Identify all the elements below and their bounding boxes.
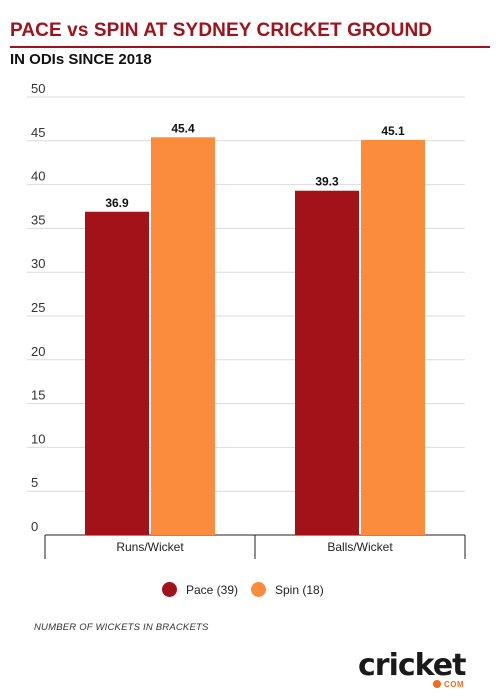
chart-subtitle: IN ODIs SINCE 2018 [10,51,152,68]
data-label: 36.9 [105,196,129,210]
bar [361,139,425,535]
y-tick-label: 20 [31,344,45,359]
y-tick-label: 5 [31,475,38,490]
cricket-com-logo: cricket COM [358,648,478,689]
title-divider [10,46,490,48]
bar [295,190,359,535]
y-tick-label: 40 [31,169,45,184]
y-tick-label: 35 [31,212,45,227]
y-tick-label: 50 [31,81,45,96]
legend-swatch-spin [251,582,266,597]
data-label: 45.1 [381,124,405,138]
bar-chart: 0 5 10 15 20 25 30 35 40 45 50 36.9 45.4 Runs/Wicket 3… [27,81,466,559]
data-label: 39.3 [315,175,339,189]
logo-wordmark: cricket [358,648,466,683]
legend-item-pace: Pace (39) [162,582,238,597]
y-tick-label: 10 [31,431,45,446]
legend: Pace (39) Spin (18) [0,582,500,602]
y-tick-label: 0 [31,519,38,534]
chart-title: PACE vs SPIN AT SYDNEY CRICKET GROUND [10,20,433,41]
data-label: 45.4 [171,121,195,135]
y-tick-label: 45 [31,125,45,140]
legend-swatch-pace [162,582,177,597]
bar [151,137,215,535]
legend-label-spin: Spin (18) [275,582,324,597]
logo-suffix: COM [444,680,465,689]
x-tick-label: Balls/Wicket [327,540,393,554]
x-tick-label: Runs/Wicket [116,540,184,554]
bar [85,211,149,536]
legend-item-spin: Spin (18) [251,582,324,597]
y-tick-label: 15 [31,388,45,403]
y-tick-label: 30 [31,256,45,271]
logo-dot-icon [433,680,441,688]
y-tick-label: 25 [31,300,45,315]
legend-label-pace: Pace (39) [186,582,239,597]
footnote: NUMBER OF WICKETS IN BRACKETS [34,622,209,633]
